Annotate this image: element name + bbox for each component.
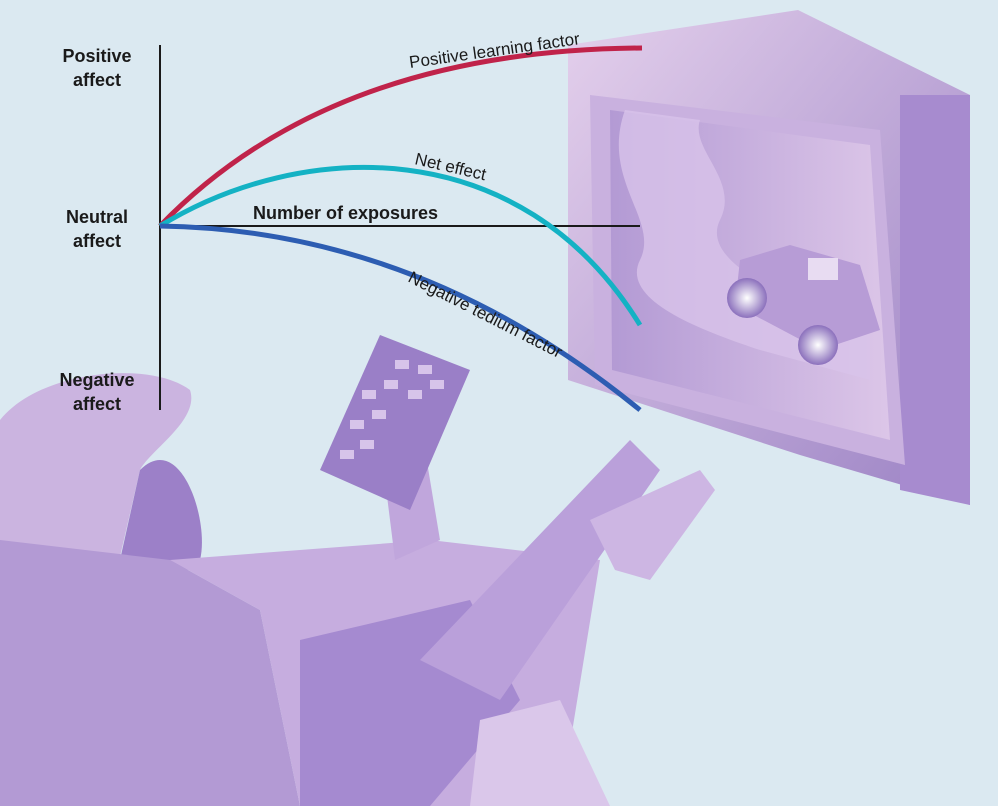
person <box>0 335 715 806</box>
y-label: Neutral affect <box>66 207 128 251</box>
curve-positive <box>158 45 643 228</box>
tv <box>568 10 970 505</box>
x-label: Number of exposures <box>253 203 438 223</box>
y-label: Positive affect <box>62 46 131 90</box>
curve-negative <box>159 223 642 412</box>
curve-net <box>158 165 643 327</box>
y-label: Negative affect <box>59 370 134 414</box>
